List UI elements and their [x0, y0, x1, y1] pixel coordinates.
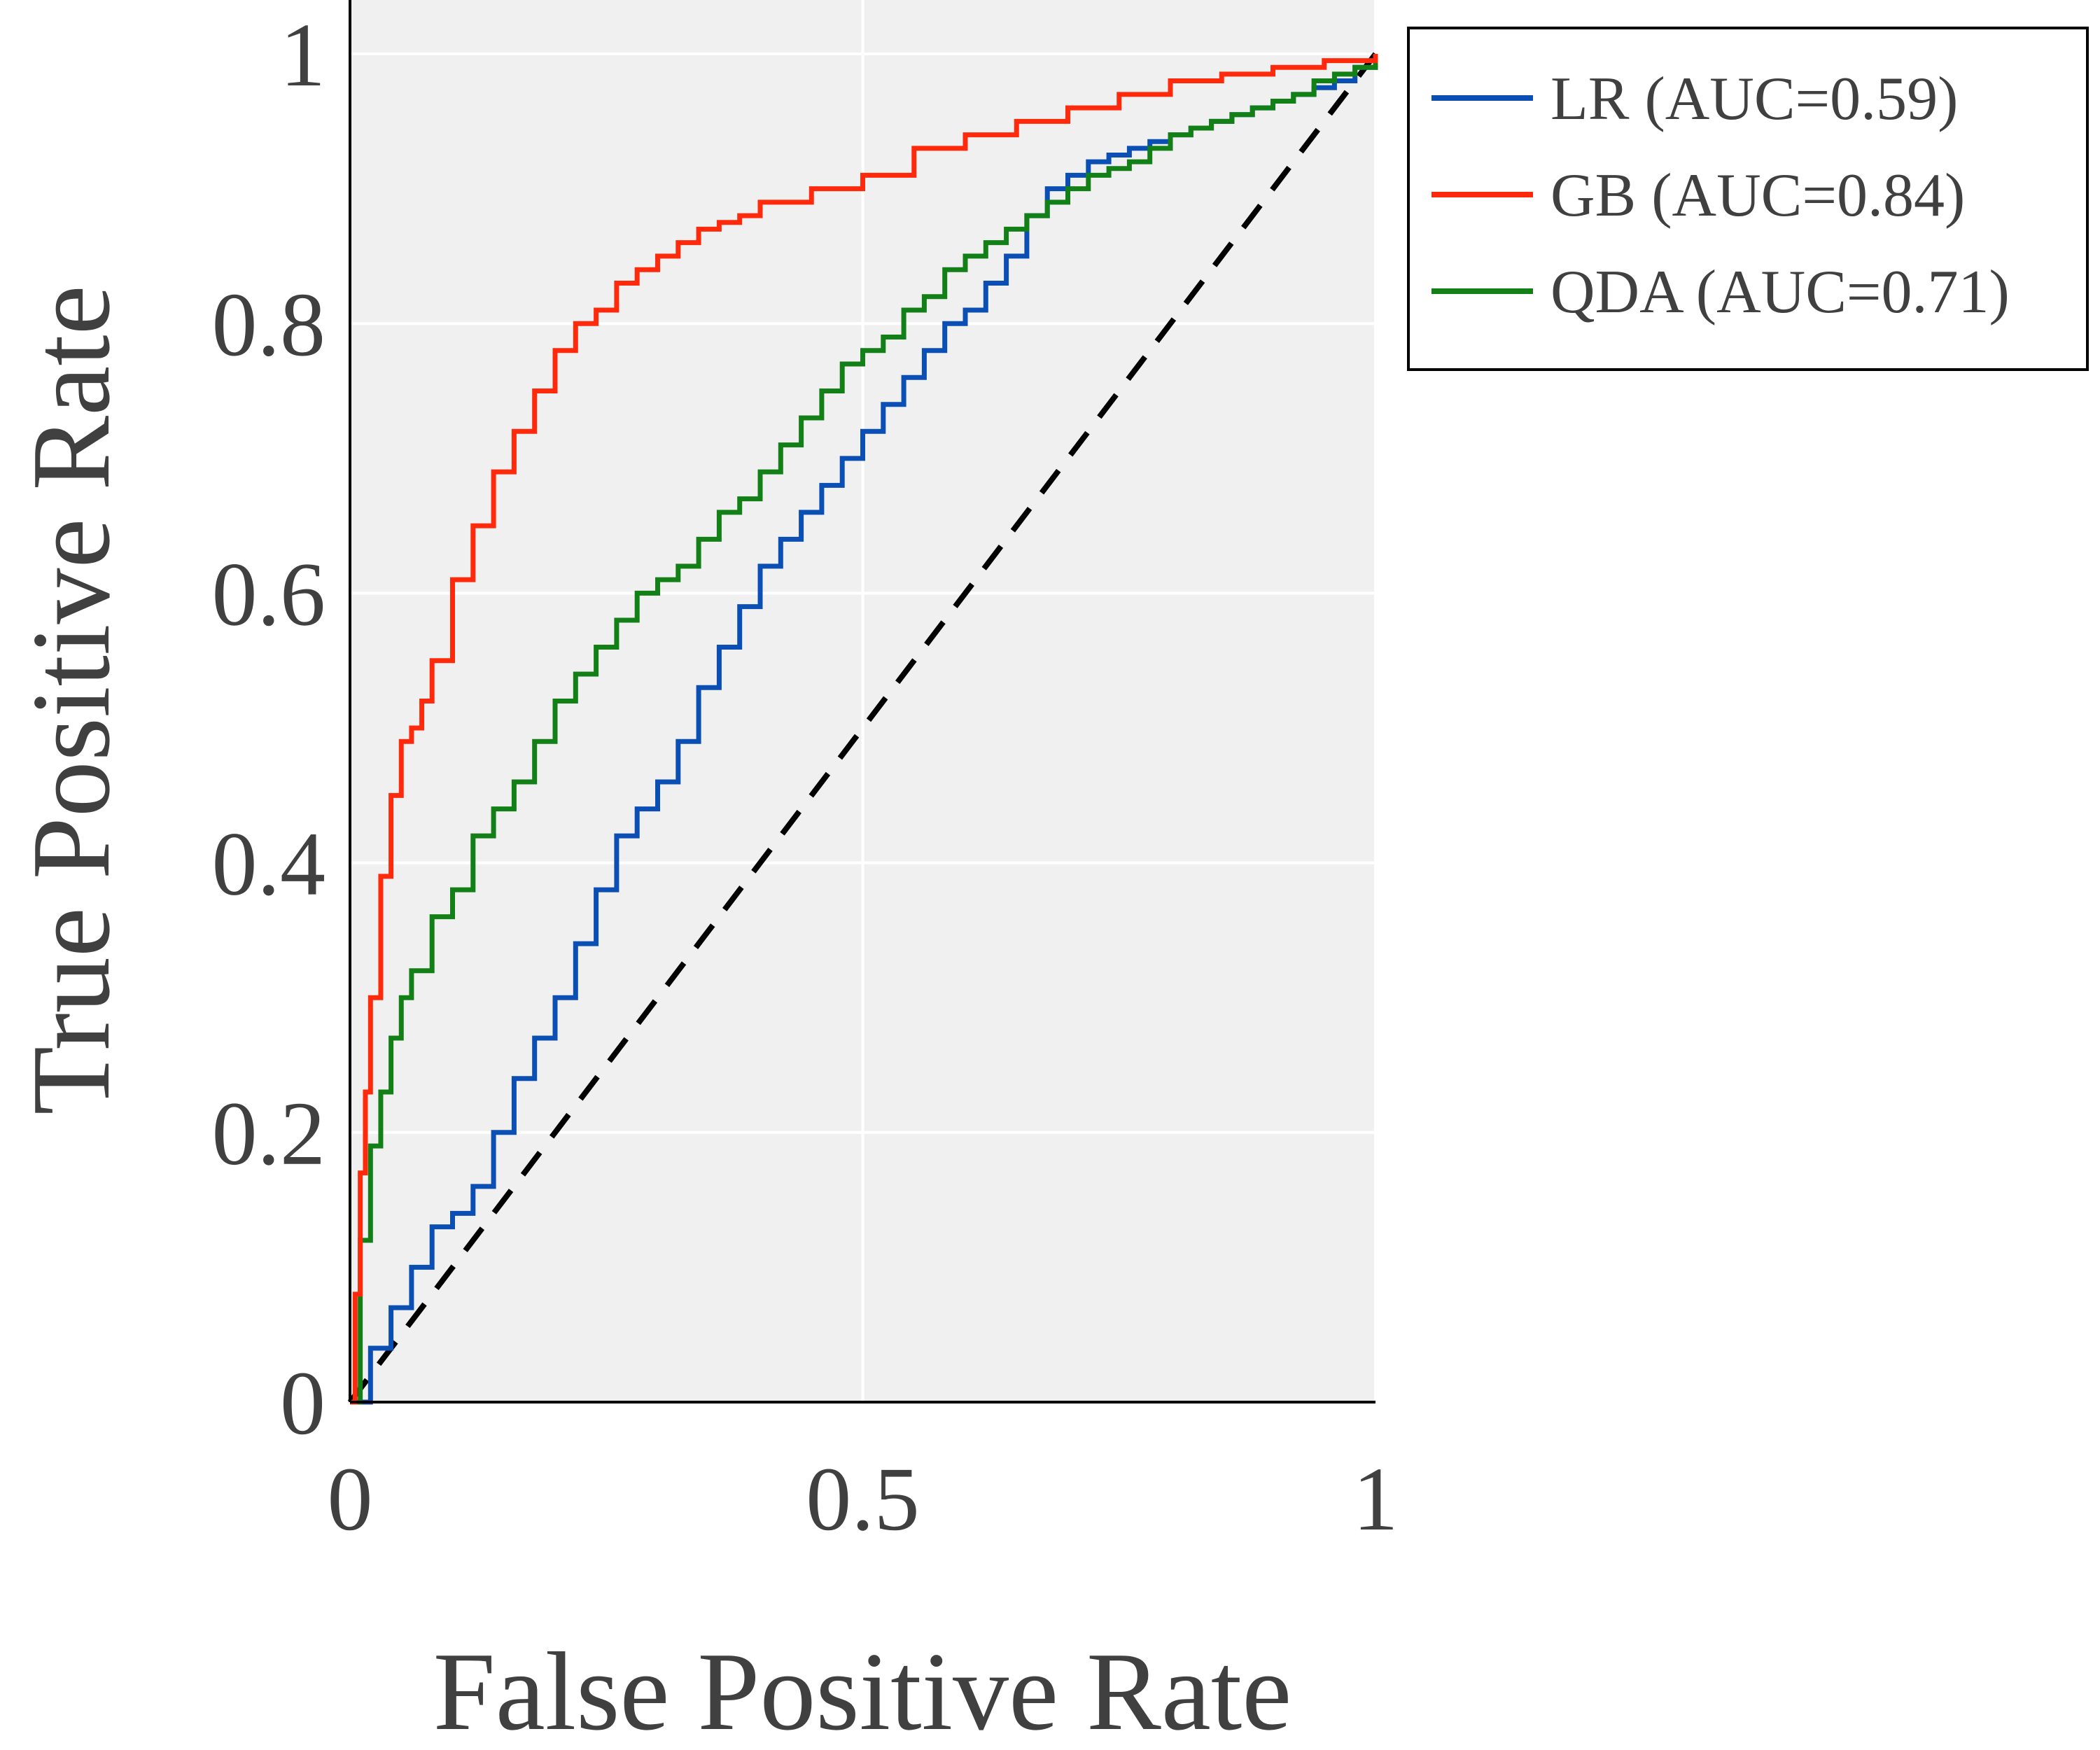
- legend: LR (AUC=0.59) GB (AUC=0.84) QDA (AUC=0.71): [1407, 27, 2089, 371]
- series-line-qda: [350, 54, 1378, 1405]
- x-tick-label: 0: [328, 1449, 373, 1550]
- x-tick-label: 1: [1353, 1449, 1399, 1550]
- series-line-gb: [350, 54, 1378, 1405]
- y-axis-title: True Positive Rate: [8, 285, 133, 1114]
- y-tick-label: 0.4: [212, 814, 326, 915]
- x-axis-title: False Positive Rate: [433, 1629, 1292, 1750]
- y-tick-label: 0.2: [212, 1084, 326, 1184]
- y-tick-label: 1: [280, 5, 326, 106]
- grid-lines: [350, 0, 1377, 1402]
- legend-label: QDA (AUC=0.71): [1550, 258, 2010, 326]
- legend-label: LR (AUC=0.59): [1550, 65, 1958, 133]
- y-tick-label: 0: [280, 1353, 326, 1454]
- y-tick-label: 0.8: [212, 274, 326, 375]
- y-tick-label: 0.6: [212, 544, 326, 645]
- series-layer: [347, 52, 1378, 1405]
- y-tick-labels: 0 0.2 0.4 0.6 0.8 1: [212, 5, 326, 1454]
- x-tick-label: 0.5: [806, 1449, 920, 1550]
- legend-box: [1407, 27, 2089, 371]
- x-tick-labels: 0 0.5 1: [328, 1449, 1399, 1550]
- legend-label: GB (AUC=0.84): [1550, 162, 1965, 230]
